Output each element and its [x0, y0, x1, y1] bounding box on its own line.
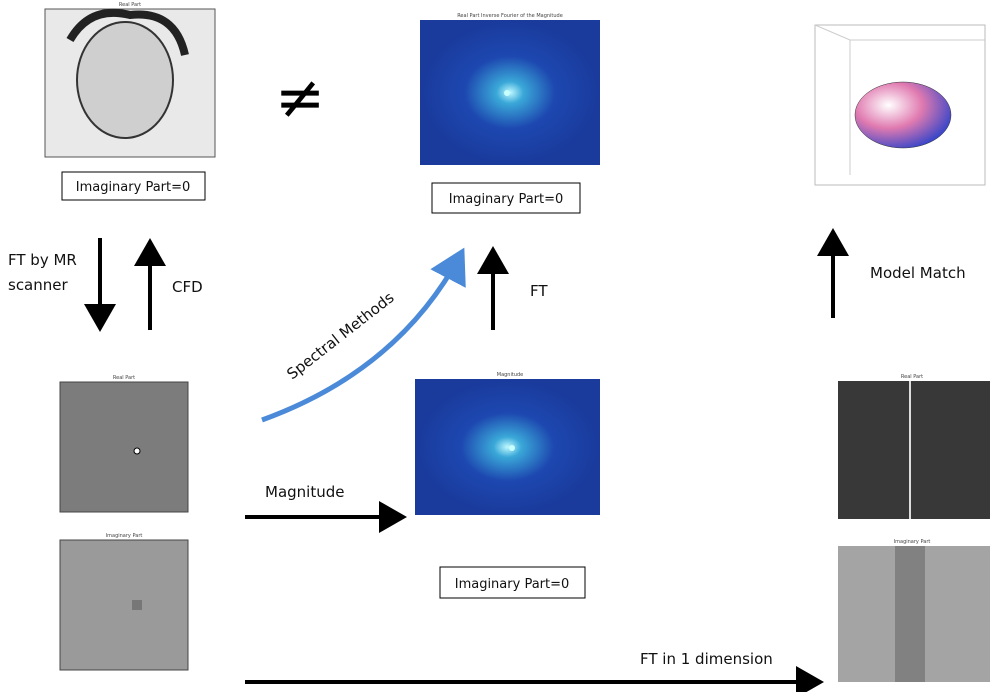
arrow-label: Magnitude [265, 483, 344, 501]
magnitude-inverse-panel [420, 20, 600, 165]
caption: Imaginary Part=0 [76, 180, 191, 195]
panel-title: Magnitude [497, 372, 524, 378]
arrow-label: scanner [8, 276, 68, 294]
ellipsoid [855, 82, 951, 148]
spot [134, 448, 140, 454]
panel-title: Real Part [901, 374, 923, 380]
panel-title: Real Part [113, 375, 135, 381]
arrow-label: CFD [172, 278, 203, 296]
spot [509, 445, 515, 451]
real-part-panel [60, 382, 188, 512]
diagram: Real Part Imaginary Part=0 ≠ Real Part I… [0, 0, 993, 692]
magnitude-panel [415, 379, 600, 515]
arrow-label: FT in 1 dimension [640, 650, 773, 668]
panel-title: Imaginary Part [894, 539, 931, 545]
real-part-1d-panel [838, 381, 990, 519]
spot [132, 600, 142, 610]
stripe [895, 546, 925, 682]
panel-title: Imaginary Part [106, 533, 143, 539]
not-equal: ≠ [275, 63, 325, 133]
caption: Imaginary Part=0 [449, 192, 564, 207]
imag-part-panel [60, 540, 188, 670]
panel-title: Real Part [119, 2, 141, 8]
arrow-label: FT by MR [8, 251, 77, 269]
spot [504, 90, 510, 96]
portrait-face [77, 22, 173, 138]
caption: Imaginary Part=0 [455, 577, 570, 592]
arrow-label: FT [530, 282, 548, 300]
arrow-label: Spectral Methods [283, 288, 397, 383]
arrow-label: Model Match [870, 264, 966, 282]
panel-title: Real Part Inverse Fourier of the Magnitu… [457, 13, 563, 19]
